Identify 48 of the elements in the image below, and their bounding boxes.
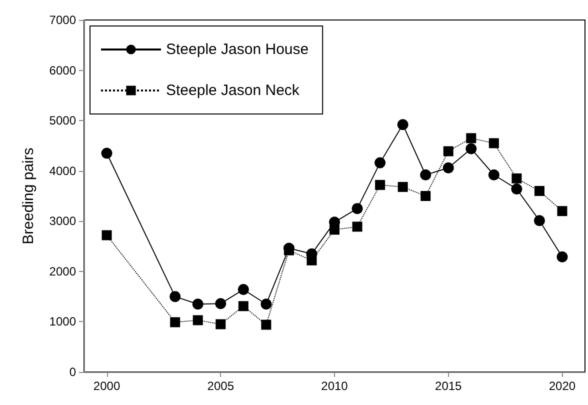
point bbox=[466, 143, 477, 154]
y-tick-label: 6000 bbox=[49, 63, 76, 78]
point bbox=[102, 230, 112, 240]
y-tick-label: 2000 bbox=[49, 264, 76, 278]
point bbox=[238, 301, 248, 312]
point bbox=[420, 169, 432, 180]
point bbox=[352, 203, 363, 214]
x-tick-label: 2005 bbox=[207, 379, 234, 393]
point bbox=[398, 182, 408, 192]
point bbox=[260, 298, 272, 310]
point bbox=[420, 191, 431, 201]
legend-label: Steeple Jason Neck bbox=[166, 82, 300, 99]
point bbox=[488, 169, 500, 180]
point bbox=[375, 180, 386, 190]
point bbox=[192, 315, 203, 326]
point bbox=[466, 133, 476, 144]
point bbox=[170, 291, 181, 302]
point bbox=[101, 148, 112, 159]
point bbox=[352, 222, 362, 232]
point bbox=[442, 162, 454, 174]
y-tick-label: 5000 bbox=[49, 114, 76, 128]
y-tick-label: 7000 bbox=[49, 13, 76, 27]
point bbox=[170, 317, 180, 328]
point bbox=[512, 173, 522, 184]
y-tick-label: 4000 bbox=[49, 164, 76, 178]
point bbox=[261, 320, 272, 330]
y-axis-title: Breeding pairs bbox=[20, 148, 37, 244]
point bbox=[511, 183, 522, 194]
point bbox=[443, 146, 454, 156]
point bbox=[488, 138, 499, 148]
point bbox=[556, 251, 568, 262]
x-tick-label: 2015 bbox=[435, 379, 462, 393]
point bbox=[397, 119, 408, 130]
x-tick-label: 2020 bbox=[548, 379, 576, 393]
y-tick-label: 3000 bbox=[49, 214, 76, 228]
x-tick-label: 2010 bbox=[321, 379, 348, 393]
point bbox=[238, 284, 249, 296]
point bbox=[215, 298, 226, 310]
x-tick-label: 2000 bbox=[93, 379, 120, 393]
point bbox=[216, 319, 226, 330]
point bbox=[374, 157, 386, 168]
point bbox=[534, 215, 545, 226]
point bbox=[534, 186, 544, 196]
point bbox=[192, 298, 204, 310]
y-tick-label: 0 bbox=[69, 365, 76, 379]
legend-label: Steeple Jason House bbox=[166, 41, 309, 58]
y-tick-label: 1000 bbox=[49, 314, 76, 329]
point bbox=[557, 206, 568, 216]
